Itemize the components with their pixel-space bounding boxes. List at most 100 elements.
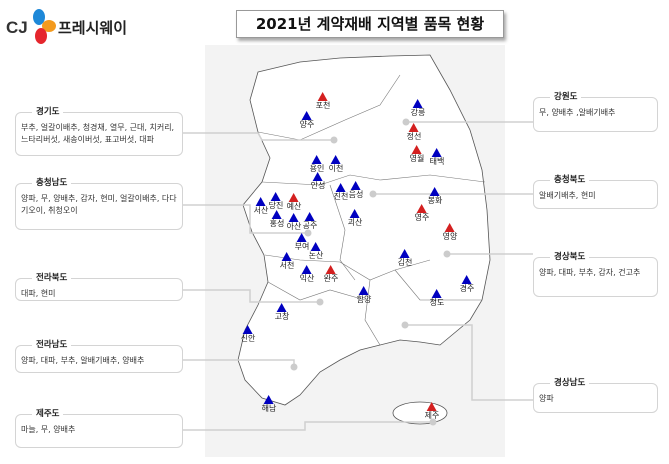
location-marker: 진천: [333, 183, 349, 201]
triangle-marker-icon: [416, 204, 427, 213]
location-name: 예산: [286, 202, 302, 211]
triangle-marker-icon: [330, 155, 341, 164]
location-marker: 용인: [310, 155, 324, 173]
cj-logo: CJ: [6, 9, 56, 44]
region-name: 강원도: [550, 91, 582, 103]
location-name: 해남: [261, 404, 277, 413]
triangle-marker-icon: [358, 286, 369, 295]
location-name: 익산: [299, 274, 315, 283]
location-marker: 영주: [415, 204, 429, 222]
location-marker: 이천: [329, 155, 343, 173]
location-marker: 부여: [295, 233, 309, 251]
region-items: 무, 양배추 ,알배기배추: [539, 108, 616, 117]
mainland-outline: [237, 54, 491, 406]
triangle-marker-icon: [426, 402, 437, 411]
triangle-marker-icon: [310, 242, 321, 251]
triangle-marker-icon: [301, 111, 312, 120]
location-name: 음성: [348, 190, 364, 199]
location-name: 제주: [424, 411, 440, 420]
location-name: 서산: [253, 206, 269, 215]
region-name: 전라북도: [32, 272, 72, 284]
triangle-marker-icon: [408, 123, 419, 132]
location-name: 함양: [356, 295, 372, 304]
triangle-marker-icon: [270, 192, 281, 201]
location-marker: 음성: [348, 181, 364, 199]
location-name: 진천: [333, 192, 349, 201]
triangle-marker-icon: [399, 249, 410, 258]
triangle-marker-icon: [412, 99, 423, 108]
triangle-marker-icon: [296, 233, 307, 242]
region-name: 충청북도: [550, 174, 590, 186]
triangle-marker-icon: [335, 183, 346, 192]
triangle-marker-icon: [288, 213, 299, 222]
location-name: 태백: [429, 157, 445, 166]
location-marker: 김천: [398, 249, 412, 267]
location-marker: 당진: [268, 192, 284, 210]
location-marker: 안성: [310, 172, 326, 190]
location-marker: 고창: [274, 303, 290, 321]
region-box: 충청북도 알배기배추, 현미: [533, 174, 658, 209]
location-name: 영월: [409, 154, 425, 163]
triangle-marker-icon: [431, 289, 442, 298]
triangle-marker-icon: [281, 252, 292, 261]
location-name: 괴산: [347, 218, 363, 227]
location-marker: 강릉: [410, 99, 426, 117]
region-name: 전라남도: [32, 339, 72, 351]
location-marker: 봉화: [428, 187, 442, 205]
region-items: 대파, 현미: [21, 289, 56, 298]
location-marker: 해남: [261, 395, 277, 413]
region-name: 경상남도: [550, 377, 590, 389]
triangle-marker-icon: [431, 148, 442, 157]
location-name: 양주: [299, 120, 315, 129]
location-name: 강릉: [410, 108, 426, 117]
location-marker: 경주: [459, 275, 475, 293]
region-items: 양파, 대파, 부추, 감자, 건고추: [539, 268, 641, 277]
location-marker: 홍성: [270, 210, 284, 228]
location-marker: 함양: [356, 286, 372, 304]
location-name: 청도: [429, 298, 445, 307]
region-box: 전라남도 양파, 대파, 부추, 알배기배추, 양배추: [15, 339, 183, 373]
location-name: 안성: [310, 181, 326, 190]
triangle-marker-icon: [312, 172, 323, 181]
triangle-marker-icon: [271, 210, 282, 219]
triangle-marker-icon: [317, 92, 328, 101]
triangle-marker-icon: [304, 212, 315, 221]
triangle-marker-icon: [444, 223, 455, 232]
region-name: 충청남도: [32, 177, 72, 189]
triangle-marker-icon: [429, 187, 440, 196]
triangle-marker-icon: [325, 265, 336, 274]
location-marker: 신안: [240, 325, 256, 343]
location-name: 신안: [240, 334, 256, 343]
location-name: 완주: [323, 274, 339, 283]
location-marker: 괴산: [347, 209, 363, 227]
location-name: 영양: [442, 232, 458, 241]
location-name: 고창: [274, 312, 290, 321]
location-name: 정선: [406, 132, 422, 141]
region-name: 경상북도: [550, 251, 590, 263]
location-name: 논산: [308, 251, 324, 260]
location-name: 포천: [315, 101, 331, 110]
location-name: 경주: [459, 284, 475, 293]
location-name: 서천: [279, 261, 295, 270]
location-marker: 태백: [429, 148, 445, 166]
location-name: 당진: [268, 201, 284, 210]
location-name: 공주: [302, 221, 318, 230]
location-marker: 정선: [406, 123, 422, 141]
location-marker: 익산: [299, 265, 315, 283]
triangle-marker-icon: [276, 303, 287, 312]
triangle-marker-icon: [311, 155, 322, 164]
triangle-marker-icon: [288, 193, 299, 202]
region-items: 양파, 무, 양배추, 감자, 현미, 얼갈이배추, 다다기오이, 취청오이: [21, 194, 177, 215]
location-marker: 공주: [302, 212, 318, 230]
region-items: 부추, 얼갈이배추, 청경채, 열무, 근대, 치커리, 느타리버섯, 새송이버…: [21, 123, 175, 144]
location-marker: 논산: [308, 242, 324, 260]
region-name: 경기도: [32, 106, 64, 118]
region-items: 양파: [539, 394, 554, 403]
location-marker: 아산: [287, 213, 301, 231]
location-marker: 영양: [442, 223, 458, 241]
location-marker: 제주: [424, 402, 440, 420]
